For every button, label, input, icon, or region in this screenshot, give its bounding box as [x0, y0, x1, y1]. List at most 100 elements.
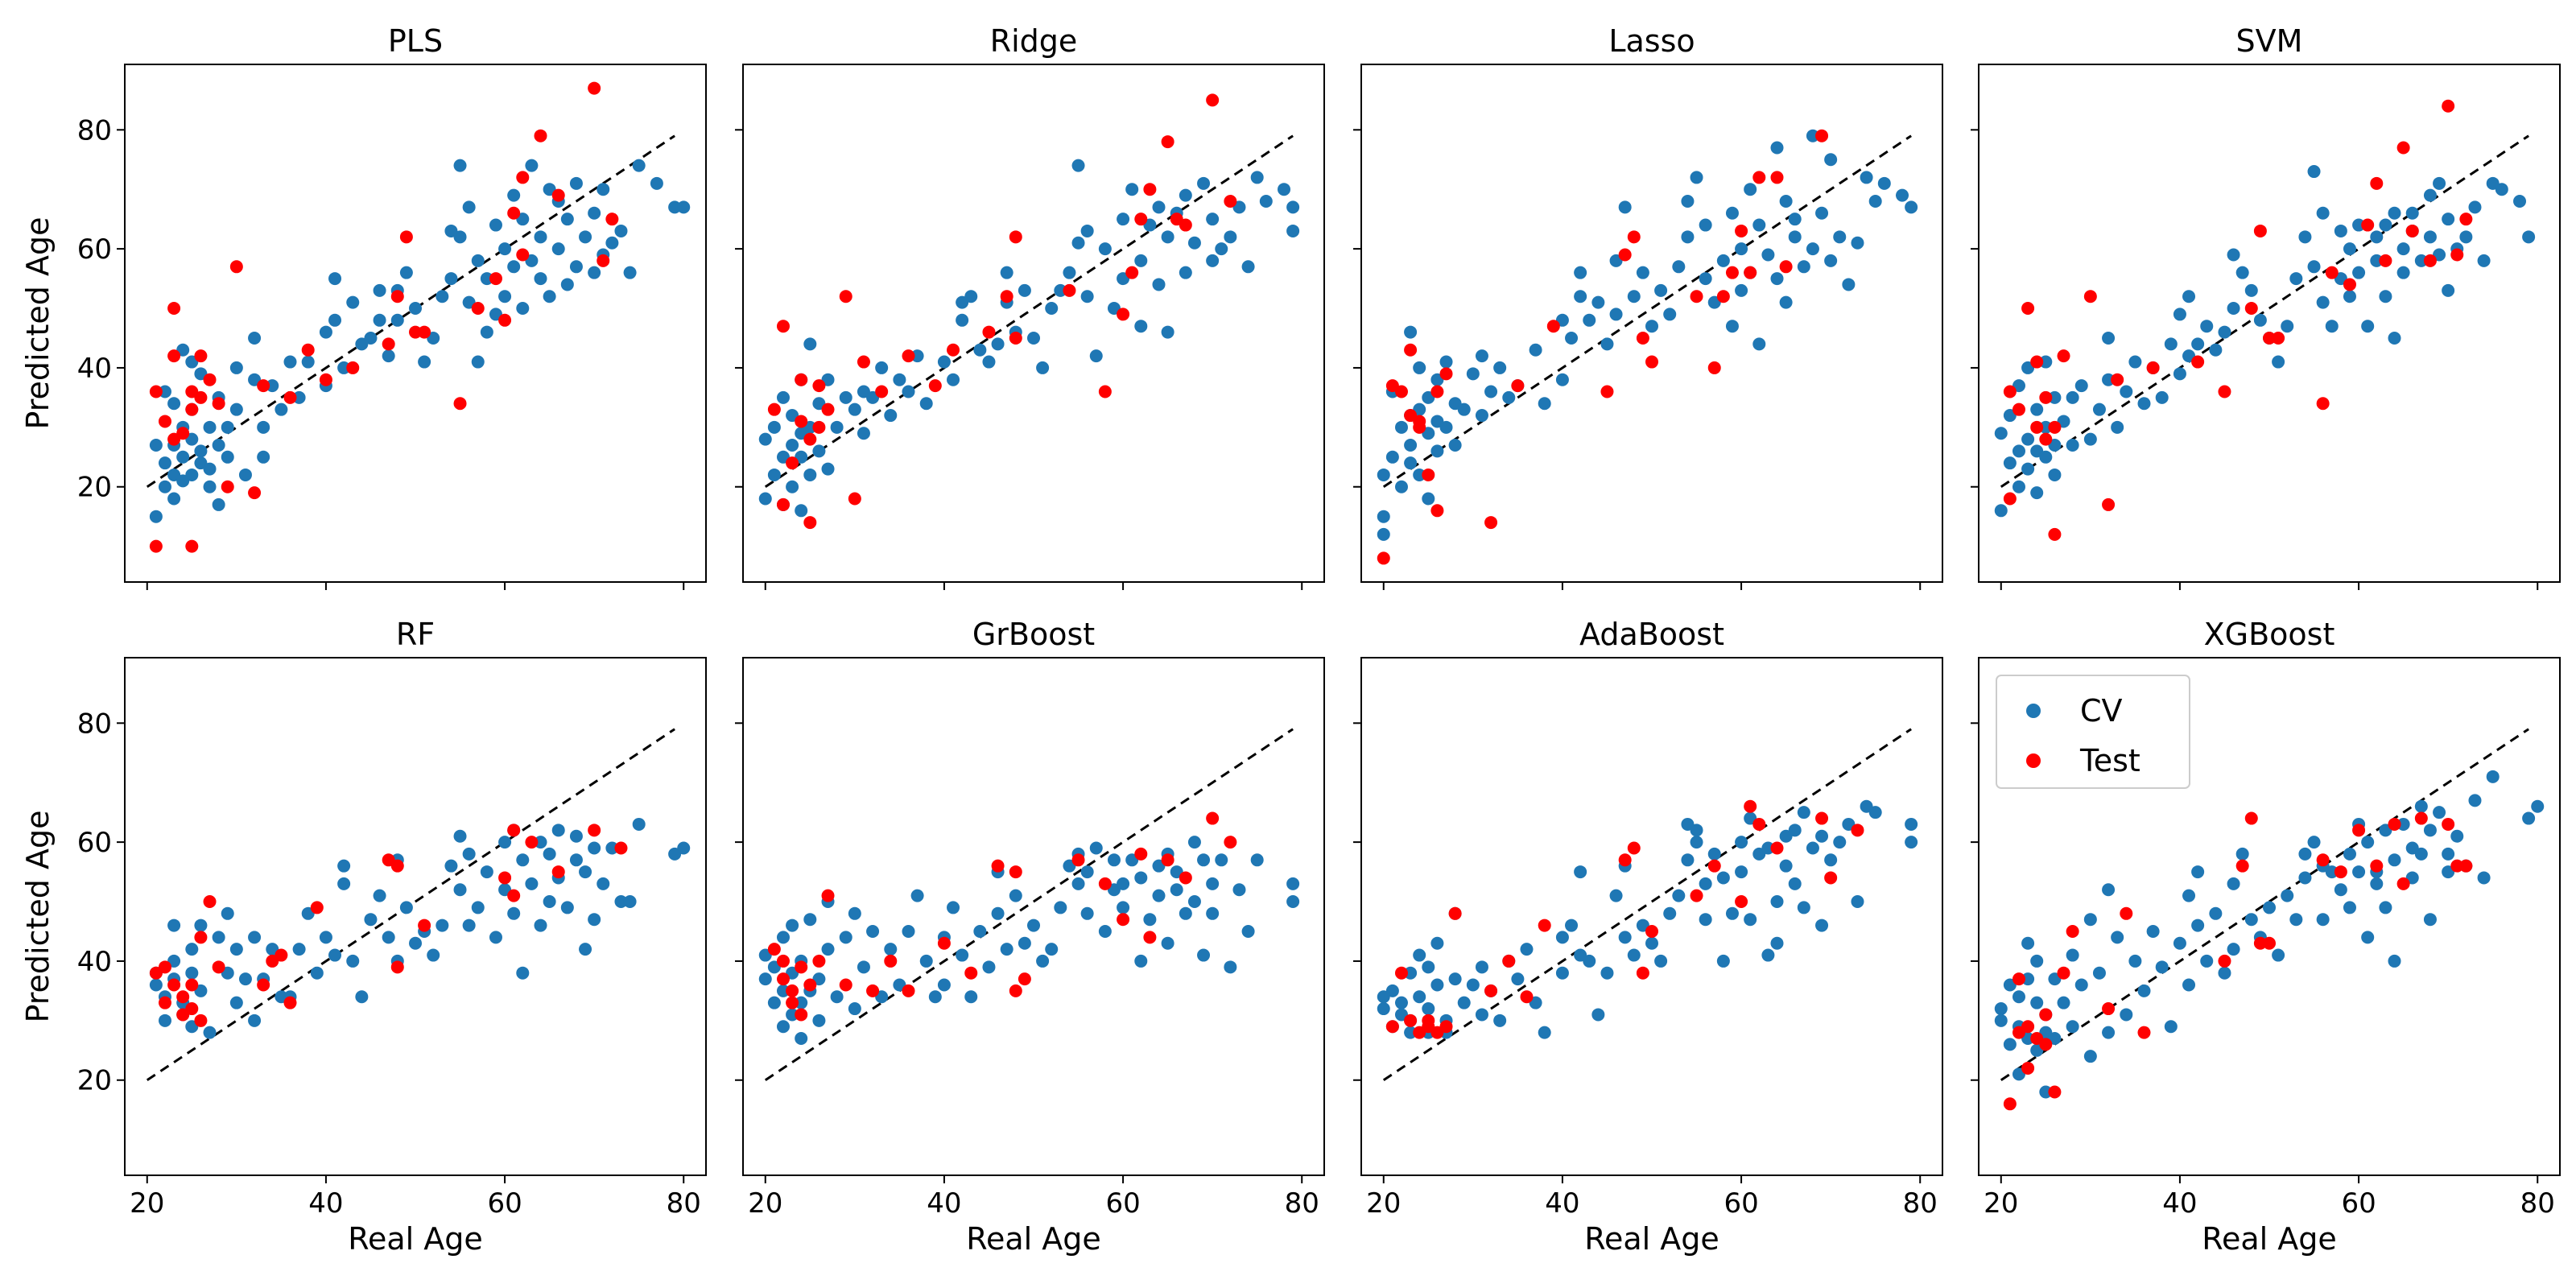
test-point — [1752, 171, 1766, 184]
cv-point — [525, 877, 539, 890]
test-point — [1439, 1020, 1453, 1034]
test-point — [194, 1013, 208, 1027]
test-point — [2021, 1061, 2035, 1075]
x-tick-label: 60 — [1105, 1187, 1140, 1220]
test-point — [2442, 817, 2455, 831]
cv-point — [1806, 841, 1819, 855]
cv-point — [2102, 883, 2116, 897]
cv-point — [1413, 948, 1426, 962]
y-tick-label: 80 — [77, 708, 112, 740]
test-point — [2423, 254, 2437, 267]
test-point — [795, 415, 808, 428]
test-point — [1385, 1020, 1399, 1034]
test-point — [2021, 302, 2035, 316]
x-tick-label: 60 — [1724, 1187, 1758, 1220]
cv-point — [1833, 230, 1847, 244]
test-point — [1690, 290, 1703, 303]
test-point — [2343, 278, 2356, 291]
cv-point — [409, 302, 422, 316]
cv-point — [2343, 847, 2356, 861]
cv-point — [2298, 871, 2312, 885]
cv-point — [2111, 420, 2124, 434]
series-test — [1377, 129, 1829, 565]
test-point — [2111, 373, 2124, 386]
cv-point — [229, 943, 243, 956]
test-point — [597, 254, 610, 267]
test-point — [2057, 966, 2070, 980]
cv-point — [1430, 444, 1444, 458]
cv-point — [2522, 811, 2536, 825]
test-point — [203, 895, 217, 909]
cv-point — [229, 361, 243, 374]
cv-point — [382, 349, 395, 363]
cv-point — [1422, 492, 1435, 506]
cv-point — [2120, 1008, 2133, 1022]
test-point — [2361, 218, 2375, 232]
test-point — [1448, 906, 1462, 920]
cv-point — [2379, 218, 2392, 232]
cv-point — [1224, 960, 1237, 974]
cv-point — [229, 402, 243, 416]
cv-point — [588, 206, 601, 220]
cv-point — [212, 497, 225, 511]
test-point — [2048, 1085, 2062, 1099]
cv-point — [453, 230, 467, 244]
cv-point — [579, 943, 592, 956]
test-point — [614, 841, 628, 855]
cv-point — [1394, 480, 1408, 493]
cv-point — [444, 272, 458, 286]
cv-point — [1286, 224, 1300, 237]
cv-point — [884, 409, 898, 423]
test-point — [2102, 1002, 2116, 1016]
cv-point — [346, 295, 360, 309]
cv-point — [399, 901, 413, 914]
test-point — [158, 415, 171, 428]
cv-point — [1448, 439, 1462, 452]
cv-point — [2414, 799, 2428, 813]
cv-point — [1779, 194, 1793, 208]
cv-point — [677, 841, 691, 855]
test-point — [453, 397, 467, 411]
cv-point — [1645, 936, 1658, 950]
cv-point — [1215, 242, 1228, 256]
cv-point — [176, 450, 190, 464]
test-point — [1725, 266, 1739, 279]
cv-point — [1027, 331, 1040, 345]
cv-point — [866, 924, 880, 938]
cv-point — [830, 990, 844, 1004]
cv-point — [1232, 883, 1246, 897]
cv-point — [346, 954, 360, 968]
test-point — [489, 272, 502, 286]
cv-point — [2396, 817, 2410, 831]
test-point — [1430, 504, 1444, 518]
cv-point — [1117, 901, 1130, 914]
test-point — [1618, 248, 1632, 262]
cv-point — [902, 385, 915, 398]
cv-point — [786, 480, 799, 493]
cv-point — [795, 504, 808, 518]
test-point — [283, 996, 297, 1009]
cv-point — [158, 456, 171, 470]
test-point — [1430, 385, 1444, 398]
x-tick-label: 80 — [1285, 1187, 1319, 1220]
cv-point — [588, 841, 601, 855]
test-point — [2459, 213, 2473, 226]
cv-point — [2307, 260, 2321, 274]
test-point — [2388, 817, 2401, 831]
cv-point — [1071, 159, 1085, 172]
test-point — [418, 325, 431, 339]
cv-point — [275, 402, 288, 416]
cv-point — [1152, 889, 1166, 902]
test-point — [194, 931, 208, 944]
cv-point — [2423, 230, 2437, 244]
cv-point — [1206, 877, 1220, 890]
test-point — [776, 954, 790, 968]
cv-point — [1107, 853, 1121, 867]
cv-point — [560, 213, 574, 226]
test-point — [786, 996, 799, 1009]
test-point — [507, 824, 521, 837]
cv-point — [614, 224, 628, 237]
cv-point — [2218, 966, 2231, 980]
cv-point — [1716, 954, 1730, 968]
x-tick-label: 60 — [2341, 1187, 2376, 1220]
